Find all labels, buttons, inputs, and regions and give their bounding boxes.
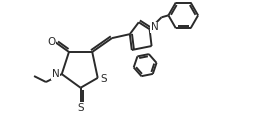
- Text: O: O: [47, 37, 55, 47]
- Text: N: N: [151, 22, 159, 32]
- Text: S: S: [77, 103, 84, 113]
- Text: S: S: [100, 74, 107, 84]
- Text: N: N: [52, 69, 60, 79]
